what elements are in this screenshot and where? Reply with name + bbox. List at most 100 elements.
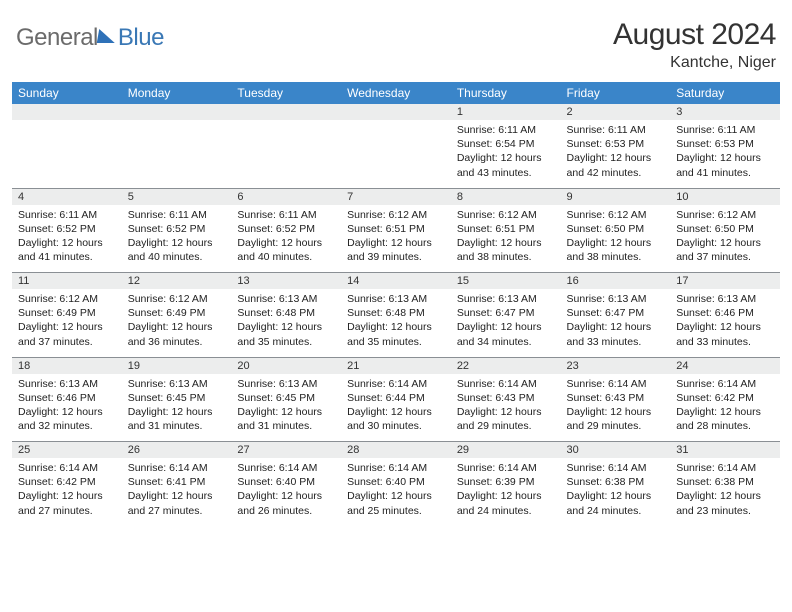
day-detail-row: Sunrise: 6:11 AMSunset: 6:52 PMDaylight:… — [12, 205, 780, 273]
sunset-line: Sunset: 6:48 PM — [347, 306, 445, 320]
sunrise-line: Sunrise: 6:12 AM — [567, 208, 665, 222]
day-number-cell: 14 — [341, 273, 451, 290]
daylight-line: Daylight: 12 hours and 24 minutes. — [567, 489, 665, 517]
day-detail-cell: Sunrise: 6:13 AMSunset: 6:45 PMDaylight:… — [122, 374, 232, 442]
weekday-header: Monday — [122, 82, 232, 104]
weekday-header: Friday — [561, 82, 671, 104]
day-number-cell: 19 — [122, 357, 232, 374]
sunrise-line: Sunrise: 6:11 AM — [18, 208, 116, 222]
sunrise-line: Sunrise: 6:13 AM — [567, 292, 665, 306]
day-number-cell: 3 — [670, 104, 780, 120]
day-detail-cell — [12, 120, 122, 188]
sunset-line: Sunset: 6:51 PM — [457, 222, 555, 236]
sunset-line: Sunset: 6:53 PM — [567, 137, 665, 151]
daylight-line: Daylight: 12 hours and 30 minutes. — [347, 405, 445, 433]
calendar-table: Sunday Monday Tuesday Wednesday Thursday… — [12, 82, 780, 526]
sunset-line: Sunset: 6:38 PM — [676, 475, 774, 489]
day-number-cell — [231, 104, 341, 120]
sunrise-line: Sunrise: 6:14 AM — [18, 461, 116, 475]
daylight-line: Daylight: 12 hours and 40 minutes. — [237, 236, 335, 264]
day-detail-cell: Sunrise: 6:12 AMSunset: 6:50 PMDaylight:… — [561, 205, 671, 273]
day-number-cell: 31 — [670, 442, 780, 459]
daylight-line: Daylight: 12 hours and 41 minutes. — [676, 151, 774, 179]
sunset-line: Sunset: 6:43 PM — [457, 391, 555, 405]
weekday-header: Saturday — [670, 82, 780, 104]
sunrise-line: Sunrise: 6:14 AM — [347, 461, 445, 475]
sunrise-line: Sunrise: 6:14 AM — [128, 461, 226, 475]
sunrise-line: Sunrise: 6:14 AM — [567, 461, 665, 475]
day-number-cell: 11 — [12, 273, 122, 290]
page-header: General Blue August 2024 Kantche, Niger — [12, 18, 780, 72]
sunrise-line: Sunrise: 6:13 AM — [347, 292, 445, 306]
day-detail-cell — [341, 120, 451, 188]
logo-text-general: General — [16, 24, 98, 52]
day-number-cell: 18 — [12, 357, 122, 374]
sunrise-line: Sunrise: 6:12 AM — [18, 292, 116, 306]
sunset-line: Sunset: 6:51 PM — [347, 222, 445, 236]
day-number-row: 11121314151617 — [12, 273, 780, 290]
weekday-header: Tuesday — [231, 82, 341, 104]
day-number-cell: 4 — [12, 188, 122, 205]
sunrise-line: Sunrise: 6:13 AM — [676, 292, 774, 306]
day-detail-cell: Sunrise: 6:14 AMSunset: 6:39 PMDaylight:… — [451, 458, 561, 526]
sunrise-line: Sunrise: 6:14 AM — [457, 461, 555, 475]
day-number-cell: 25 — [12, 442, 122, 459]
sunset-line: Sunset: 6:47 PM — [567, 306, 665, 320]
sunset-line: Sunset: 6:44 PM — [347, 391, 445, 405]
day-detail-cell: Sunrise: 6:11 AMSunset: 6:52 PMDaylight:… — [231, 205, 341, 273]
day-detail-cell: Sunrise: 6:14 AMSunset: 6:38 PMDaylight:… — [561, 458, 671, 526]
weekday-header: Thursday — [451, 82, 561, 104]
day-number-cell: 26 — [122, 442, 232, 459]
daylight-line: Daylight: 12 hours and 36 minutes. — [128, 320, 226, 348]
day-detail-cell: Sunrise: 6:13 AMSunset: 6:47 PMDaylight:… — [451, 289, 561, 357]
day-detail-cell: Sunrise: 6:12 AMSunset: 6:49 PMDaylight:… — [12, 289, 122, 357]
sunset-line: Sunset: 6:45 PM — [237, 391, 335, 405]
daylight-line: Daylight: 12 hours and 31 minutes. — [237, 405, 335, 433]
calendar-body: 123Sunrise: 6:11 AMSunset: 6:54 PMDaylig… — [12, 104, 780, 526]
sunrise-line: Sunrise: 6:14 AM — [676, 461, 774, 475]
day-number-cell: 1 — [451, 104, 561, 120]
day-detail-cell: Sunrise: 6:14 AMSunset: 6:42 PMDaylight:… — [12, 458, 122, 526]
sunset-line: Sunset: 6:40 PM — [347, 475, 445, 489]
day-number-cell: 27 — [231, 442, 341, 459]
day-number-cell: 23 — [561, 357, 671, 374]
day-detail-cell — [122, 120, 232, 188]
daylight-line: Daylight: 12 hours and 37 minutes. — [18, 320, 116, 348]
sunset-line: Sunset: 6:47 PM — [457, 306, 555, 320]
sunset-line: Sunset: 6:54 PM — [457, 137, 555, 151]
day-number-row: 18192021222324 — [12, 357, 780, 374]
sunset-line: Sunset: 6:41 PM — [128, 475, 226, 489]
sunrise-line: Sunrise: 6:14 AM — [567, 377, 665, 391]
day-detail-cell: Sunrise: 6:12 AMSunset: 6:51 PMDaylight:… — [341, 205, 451, 273]
sunrise-line: Sunrise: 6:14 AM — [237, 461, 335, 475]
day-detail-cell: Sunrise: 6:14 AMSunset: 6:44 PMDaylight:… — [341, 374, 451, 442]
sunset-line: Sunset: 6:46 PM — [18, 391, 116, 405]
day-detail-cell: Sunrise: 6:14 AMSunset: 6:40 PMDaylight:… — [231, 458, 341, 526]
day-detail-cell: Sunrise: 6:13 AMSunset: 6:46 PMDaylight:… — [12, 374, 122, 442]
daylight-line: Daylight: 12 hours and 33 minutes. — [676, 320, 774, 348]
sunset-line: Sunset: 6:48 PM — [237, 306, 335, 320]
day-number-cell: 21 — [341, 357, 451, 374]
day-number-cell: 6 — [231, 188, 341, 205]
location-label: Kantche, Niger — [613, 54, 776, 72]
day-number-cell: 10 — [670, 188, 780, 205]
day-number-cell: 9 — [561, 188, 671, 205]
day-number-cell: 30 — [561, 442, 671, 459]
sunrise-line: Sunrise: 6:13 AM — [457, 292, 555, 306]
weekday-row: Sunday Monday Tuesday Wednesday Thursday… — [12, 82, 780, 104]
daylight-line: Daylight: 12 hours and 29 minutes. — [457, 405, 555, 433]
sunset-line: Sunset: 6:49 PM — [128, 306, 226, 320]
daylight-line: Daylight: 12 hours and 35 minutes. — [347, 320, 445, 348]
logo: General Blue — [16, 18, 164, 52]
weekday-header: Wednesday — [341, 82, 451, 104]
day-number-cell: 8 — [451, 188, 561, 205]
day-detail-row: Sunrise: 6:11 AMSunset: 6:54 PMDaylight:… — [12, 120, 780, 188]
daylight-line: Daylight: 12 hours and 26 minutes. — [237, 489, 335, 517]
sunrise-line: Sunrise: 6:13 AM — [128, 377, 226, 391]
sunrise-line: Sunrise: 6:14 AM — [457, 377, 555, 391]
day-detail-cell: Sunrise: 6:14 AMSunset: 6:42 PMDaylight:… — [670, 374, 780, 442]
day-detail-cell: Sunrise: 6:11 AMSunset: 6:53 PMDaylight:… — [561, 120, 671, 188]
day-number-cell: 2 — [561, 104, 671, 120]
day-detail-cell: Sunrise: 6:12 AMSunset: 6:49 PMDaylight:… — [122, 289, 232, 357]
day-detail-cell: Sunrise: 6:13 AMSunset: 6:48 PMDaylight:… — [231, 289, 341, 357]
